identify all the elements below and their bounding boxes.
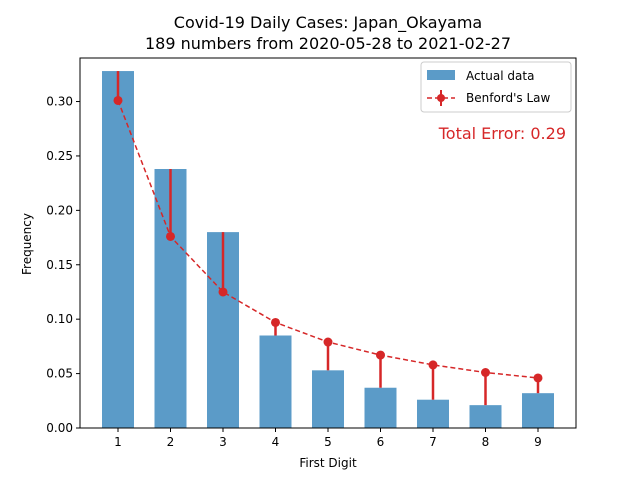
y-tick-label-0.15: 0.15 bbox=[46, 258, 73, 272]
x-tick-label-4: 4 bbox=[272, 435, 280, 449]
y-tick-label-0.00: 0.00 bbox=[46, 421, 73, 435]
bar-digit-8 bbox=[469, 405, 502, 428]
legend-swatch-actual bbox=[427, 70, 455, 80]
benford-marker-digit-7 bbox=[428, 360, 438, 370]
y-tick-label-0.10: 0.10 bbox=[46, 312, 73, 326]
x-tick-label-9: 9 bbox=[534, 435, 542, 449]
y-tick-label-0.05: 0.05 bbox=[46, 367, 73, 381]
legend: Actual data Benford's Law bbox=[420, 61, 572, 113]
chart-title: Covid-19 Daily Cases: Japan_Okayama bbox=[174, 13, 482, 33]
legend-label-actual: Actual data bbox=[466, 69, 534, 83]
bar-digit-9 bbox=[522, 393, 554, 428]
legend-label-benford: Benford's Law bbox=[466, 91, 551, 105]
benford-marker-digit-8 bbox=[481, 368, 490, 377]
x-axis-label: First Digit bbox=[299, 456, 357, 470]
x-tick-label-7: 7 bbox=[429, 435, 437, 449]
benford-marker-digit-9 bbox=[533, 373, 543, 383]
benford-layer bbox=[113, 95, 543, 383]
benford-marker-digit-2 bbox=[166, 231, 175, 241]
x-tick-label-5: 5 bbox=[324, 435, 332, 449]
benford-marker-digit-6 bbox=[376, 350, 385, 360]
y-tick-label-0.30: 0.30 bbox=[46, 95, 73, 109]
y-axis-label: Frequency bbox=[20, 213, 34, 275]
benford-marker-digit-1 bbox=[113, 95, 123, 105]
benford-marker-digit-3 bbox=[218, 287, 228, 297]
benford-marker-digit-5 bbox=[323, 337, 333, 347]
x-tick-label-2: 2 bbox=[167, 435, 175, 449]
legend-box bbox=[420, 61, 572, 113]
bar-digit-1 bbox=[102, 71, 134, 428]
chart-subtitle: 189 numbers from 2020-05-28 to 2021-02-2… bbox=[145, 34, 511, 53]
x-tick-label-8: 8 bbox=[482, 435, 490, 449]
legend-swatch-benford-marker bbox=[437, 94, 445, 102]
y-tick-label-0.20: 0.20 bbox=[46, 203, 73, 217]
bar-digit-7 bbox=[417, 399, 449, 428]
bar-digit-4 bbox=[259, 335, 292, 428]
bar-digit-6 bbox=[364, 387, 397, 428]
benford-marker-digit-4 bbox=[271, 317, 280, 327]
x-tick-label-1: 1 bbox=[114, 435, 122, 449]
axes-layer: 1 2 3 4 5 6 7 8 9 0.00 0.05 0.10 0.15 0.20 0.25 0.30 bbox=[46, 57, 577, 449]
x-tick-label-3: 3 bbox=[219, 435, 227, 449]
y-tick-label-0.25: 0.25 bbox=[46, 149, 73, 163]
x-tick-label-6: 6 bbox=[377, 435, 385, 449]
bars-layer bbox=[102, 71, 554, 428]
total-error-annotation: Total Error: 0.29 bbox=[438, 124, 566, 143]
bar-digit-5 bbox=[312, 370, 344, 428]
